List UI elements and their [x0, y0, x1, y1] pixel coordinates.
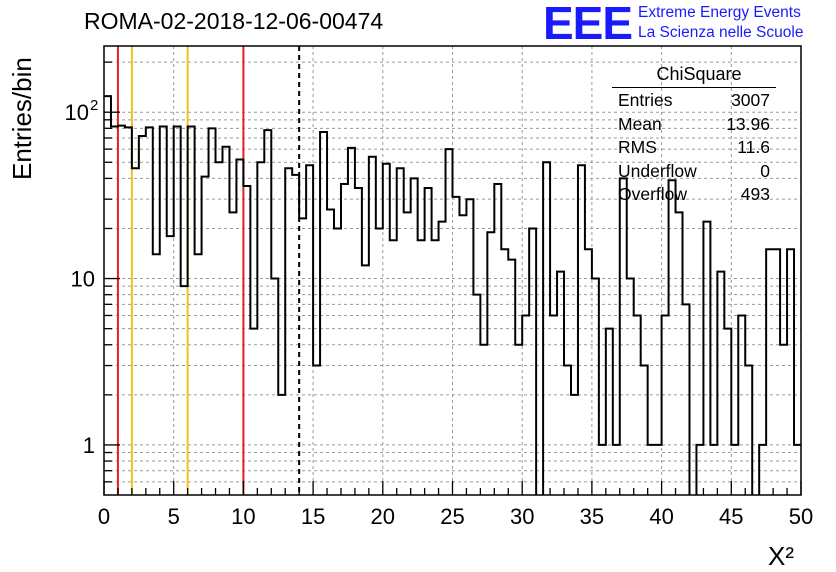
eee-logo: EEE [543, 0, 633, 49]
x-axis-label: X² [768, 541, 794, 571]
grid [104, 46, 801, 495]
histogram-series [104, 95, 801, 495]
eee-logo-line1: Extreme Energy Events [638, 4, 801, 21]
x-tick-label: 30 [510, 504, 534, 529]
y-axis-label: Entries/bin [7, 57, 37, 180]
stats-value: 3007 [731, 90, 770, 110]
stats-label: Overflow [618, 184, 688, 204]
stats-label: Entries [618, 90, 673, 110]
stats-box: ChiSquare Entries 3007 Mean 13.96 RMS 11… [612, 64, 776, 207]
stats-value: 493 [740, 184, 770, 204]
stats-title: ChiSquare [656, 64, 742, 84]
stats-divider [612, 87, 776, 88]
stats-label: Mean [618, 113, 662, 134]
axis-ticks [103, 61, 802, 495]
y-tick-label: 1 [83, 433, 95, 458]
x-tick-label: 40 [649, 504, 673, 529]
stats-value: 0 [760, 160, 770, 181]
stats-label: Underflow [618, 160, 697, 181]
stats-row: Entries 3007 [612, 89, 776, 113]
stats-value: 11.6 [737, 137, 770, 157]
eee-logo-line2: La Scienza nelle Scuole [638, 24, 804, 41]
run-title: ROMA-02-2018-12-06-00474 [84, 8, 384, 34]
y-tick-label: 10 [71, 267, 95, 292]
y-tick-label-exponent: 2 [90, 97, 98, 114]
x-tick-label: 15 [301, 504, 325, 529]
x-tick-label: 45 [719, 504, 743, 529]
x-tick-label: 25 [440, 504, 464, 529]
stats-row: Overflow 493 [612, 183, 776, 207]
stats-label: RMS [618, 137, 657, 157]
x-tick-label: 10 [231, 504, 255, 529]
x-tick-label: 5 [168, 504, 180, 529]
stats-row: RMS 11.6 [612, 136, 776, 160]
stats-value: 13.96 [726, 113, 770, 134]
x-tick-label: 0 [98, 504, 110, 529]
y-tick-label: 10 [65, 100, 89, 125]
x-tick-label: 50 [789, 504, 813, 529]
stats-row: Underflow 0 [612, 160, 776, 184]
x-tick-label: 20 [371, 504, 395, 529]
x-tick-label: 35 [580, 504, 604, 529]
stats-row: Mean 13.96 [612, 113, 776, 137]
